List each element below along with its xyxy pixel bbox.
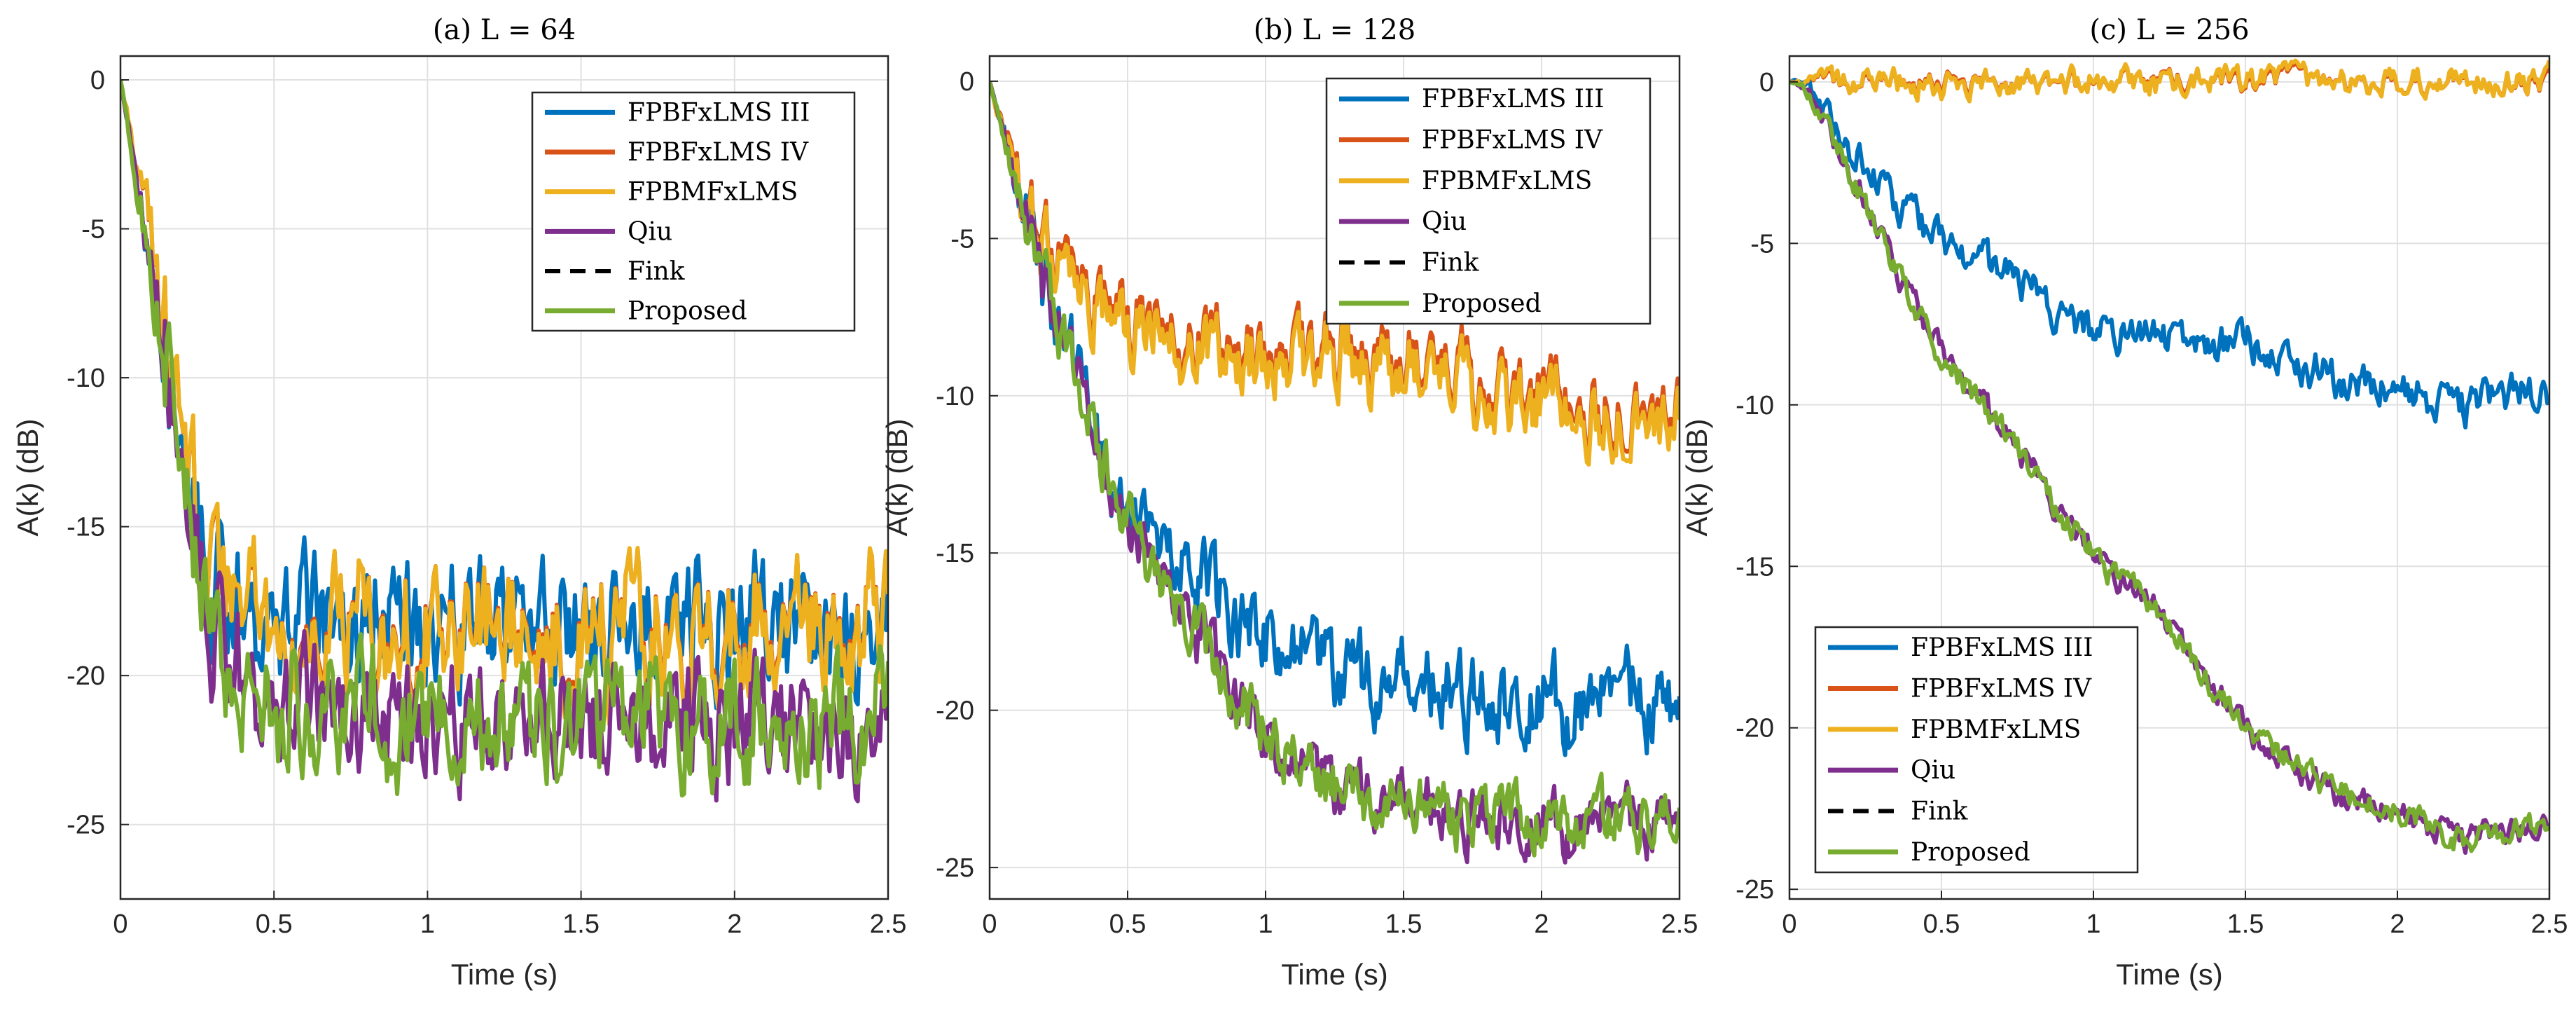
legend-label: FPBFxLMS IV (1911, 675, 2092, 703)
x-tick-label: 2 (1534, 910, 1549, 939)
y-tick-label: -20 (936, 696, 974, 726)
axes-box (119, 55, 889, 900)
y-tick-label: -20 (1736, 714, 1774, 743)
legend: FPBFxLMS III FPBFxLMS IV FPBMFxLMS Qiu Fink P… (531, 91, 856, 332)
series-line-proposed (120, 79, 888, 798)
legend-label: FPBFxLMS IV (1422, 126, 1603, 155)
legend-label: FPBMFxLMS (628, 178, 798, 207)
chart-title: (b) L = 128 (1254, 14, 1415, 46)
y-tick-label: -10 (1736, 391, 1774, 420)
x-tick-label: 2 (727, 910, 742, 939)
x-tick-label: 1.5 (1385, 910, 1422, 939)
y-tick-label: -10 (936, 382, 974, 411)
chart-panel-2: 0 0.5 1 1.5 2 2.5 0 -5 -10 -15 -20 -25 (b) L = 128 Ti… (880, 14, 1698, 991)
legend-box (1325, 77, 1651, 325)
legend: FPBFxLMS III FPBFxLMS IV FPBMFxLMS Qiu Fink P… (1814, 626, 2139, 874)
x-tick-label: 0.5 (1109, 910, 1147, 939)
series-group (1789, 58, 2549, 855)
legend-box (1814, 626, 2139, 874)
x-tick-label: 1 (2086, 910, 2100, 939)
y-tick-label: -20 (67, 661, 105, 691)
series-line-fpbfxlms-iii (1789, 78, 2549, 430)
legend-label: Qiu (628, 217, 672, 246)
x-axis-label: Time (s) (1281, 958, 1387, 991)
y-tick-label: -15 (1736, 552, 1774, 582)
legend-label: Fink (628, 257, 686, 286)
y-tick-label: -25 (936, 853, 974, 883)
x-tick-label: 2.5 (870, 910, 907, 939)
x-tick-label: 2.5 (1661, 910, 1698, 939)
x-tick-label: 1.5 (2227, 910, 2264, 939)
y-axis-label: A(k) (dB) (880, 419, 913, 537)
y-tick-label: 0 (960, 67, 974, 97)
x-tick-label: 0.5 (1923, 910, 1960, 939)
x-axis-label: Time (s) (451, 958, 558, 991)
y-tick-label: -5 (950, 224, 974, 254)
y-tick-label: -5 (81, 215, 105, 245)
legend-label: Qiu (1911, 756, 1955, 785)
axes-box (1788, 55, 2551, 900)
y-tick-label: -5 (1750, 229, 1774, 259)
y-tick-label: -15 (936, 539, 974, 568)
y-axis-label: A(k) (dB) (1680, 419, 1713, 537)
y-tick-label: 0 (90, 66, 105, 95)
series-line-proposed (1789, 80, 2549, 853)
legend-label: FPBFxLMS III (1422, 85, 1604, 114)
series-group (990, 81, 1680, 865)
x-tick-label: 2.5 (2531, 910, 2568, 939)
legend-label: FPBFxLMS III (1911, 633, 2093, 662)
y-tick-label: -25 (1736, 875, 1774, 905)
y-tick-label: -15 (67, 513, 105, 542)
legend-label: Proposed (1911, 838, 2030, 867)
series-line-fpbmfxlms (1789, 58, 2549, 104)
legend-label: Fink (1422, 249, 1480, 277)
x-tick-label: 2 (2390, 910, 2404, 939)
x-tick-label: 1.5 (562, 910, 600, 939)
x-tick-label: 0 (113, 910, 127, 939)
axes-box (988, 55, 1681, 900)
legend-label: FPBFxLMS III (628, 98, 810, 127)
chart-panel-1: 0 0.5 1 1.5 2 2.5 0 -5 -10 -15 -20 -25 (a) L = 64 Tim… (11, 14, 906, 991)
y-tick-label: -10 (67, 364, 105, 393)
chart-title: (a) L = 64 (433, 14, 576, 46)
legend-label: Proposed (1422, 289, 1542, 318)
chart-panel-3: 0 0.5 1 1.5 2 2.5 0 -5 -10 -15 -20 -25 (c) L = 256 Ti… (1680, 14, 2568, 991)
legend-label: FPBMFxLMS (1911, 715, 2081, 744)
series-line-fpbmfxlms (990, 81, 1680, 467)
series-line-proposed (990, 81, 1680, 858)
x-tick-label: 0.5 (256, 910, 293, 939)
series-line-fpbmfxlms (120, 79, 888, 729)
chart-title: (c) L = 256 (2089, 14, 2249, 46)
legend-label: Proposed (628, 297, 747, 326)
y-axis-label: A(k) (dB) (11, 419, 44, 537)
legend: FPBFxLMS III FPBFxLMS IV FPBMFxLMS Qiu Fink P… (1325, 77, 1651, 325)
legend-label: Qiu (1422, 207, 1467, 236)
x-axis-label: Time (s) (2116, 958, 2222, 991)
x-tick-label: 0 (982, 910, 997, 939)
y-tick-label: 0 (1759, 68, 1774, 97)
x-tick-label: 1 (420, 910, 435, 939)
legend-label: FPBMFxLMS (1422, 167, 1592, 195)
legend-label: FPBFxLMS IV (628, 138, 809, 167)
series-group (120, 79, 888, 804)
x-tick-label: 1 (1258, 910, 1273, 939)
y-tick-label: -25 (67, 811, 105, 840)
x-tick-label: 0 (1782, 910, 1796, 939)
legend-box (531, 91, 856, 332)
legend-label: Fink (1911, 797, 1969, 826)
